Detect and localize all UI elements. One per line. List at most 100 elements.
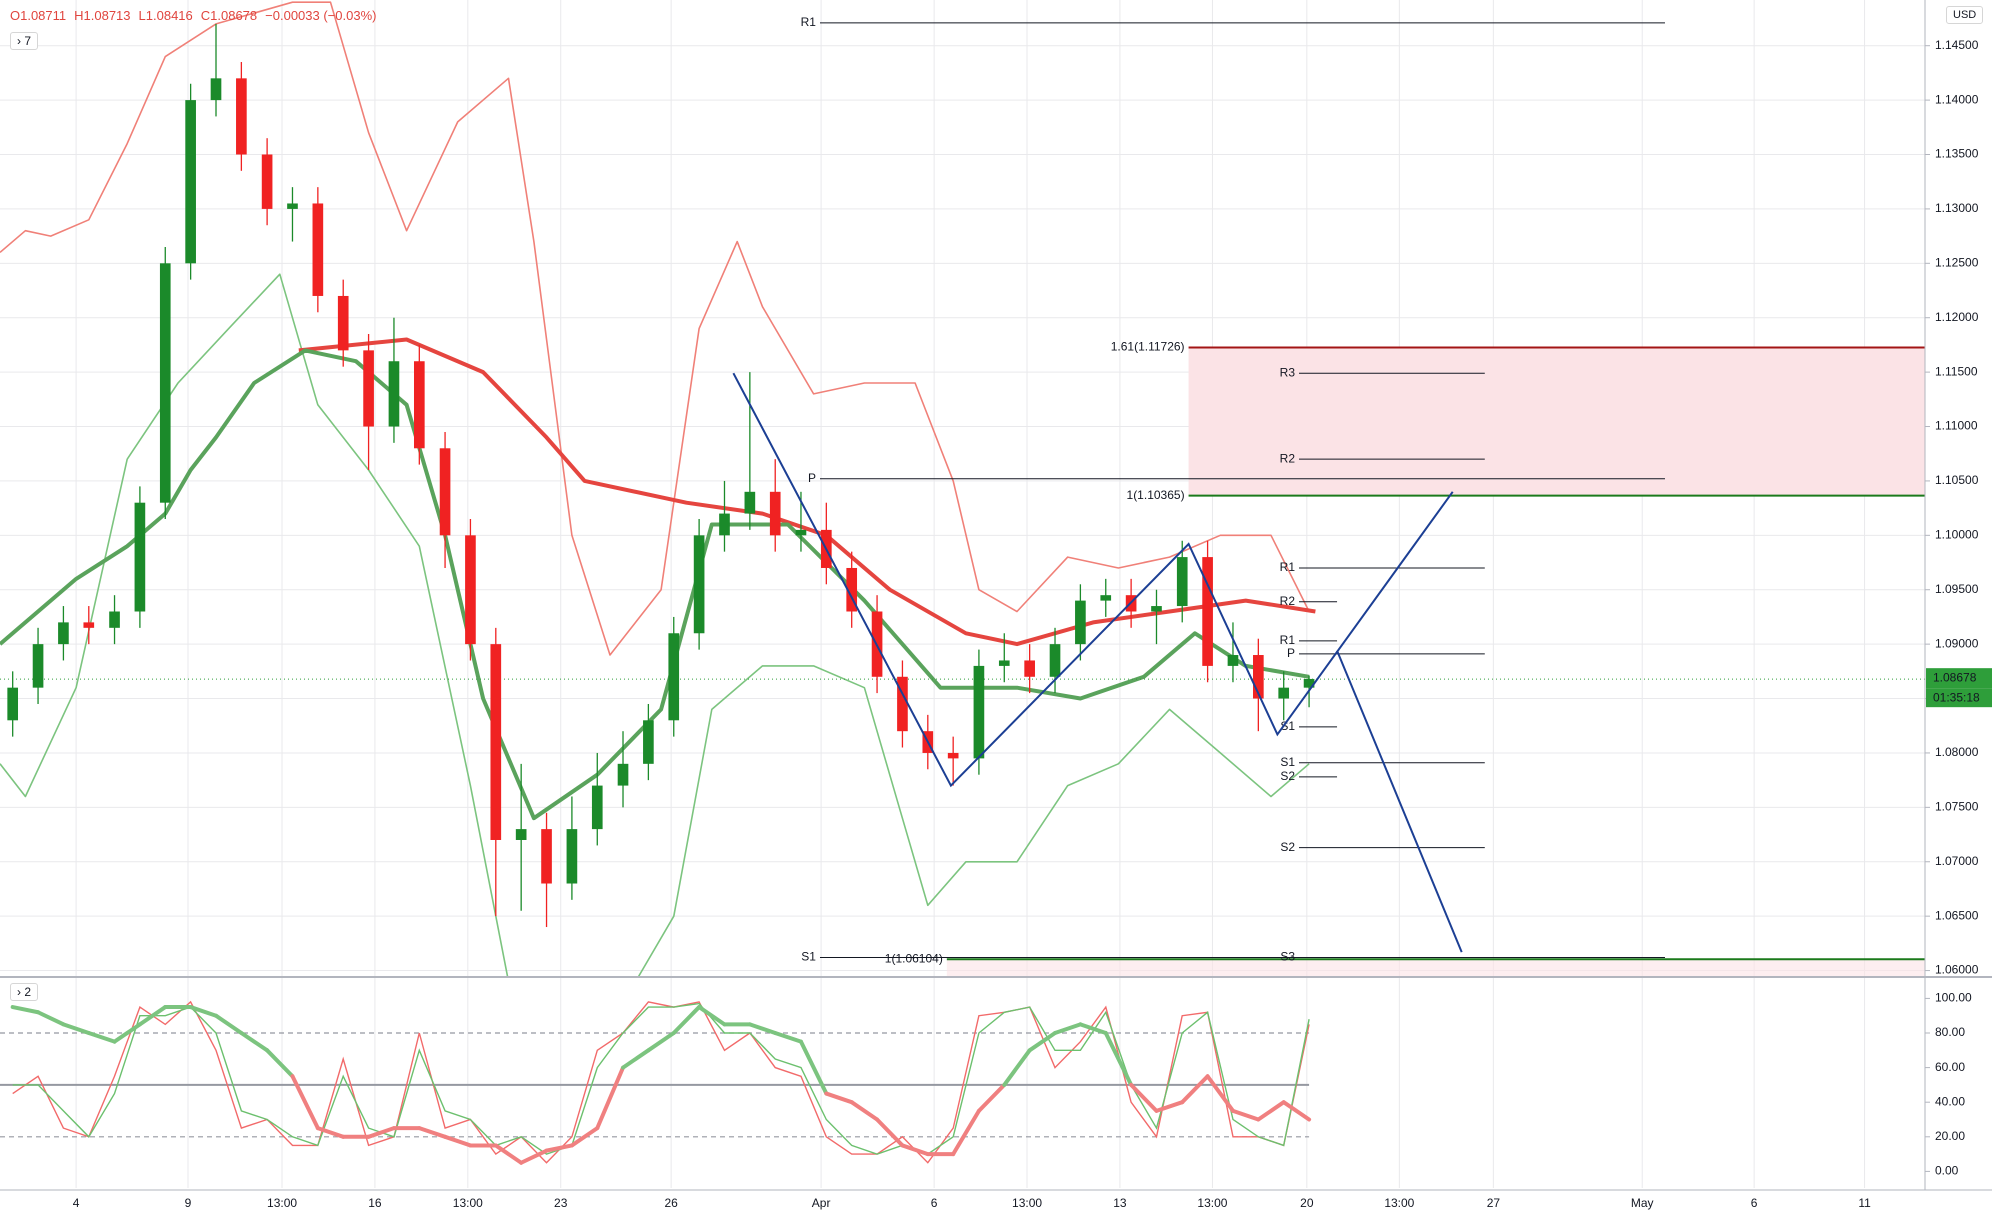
close-value: C1.08678 (200, 8, 258, 23)
candle-body (134, 502, 146, 612)
oscillator-segment (1103, 1031, 1134, 1087)
x-tick-label: 16 (368, 1196, 382, 1210)
pivot-label: S2 (1280, 769, 1295, 783)
oscillator-segment (951, 1108, 981, 1157)
fib-zone (1188, 347, 1925, 496)
x-tick-label: 27 (1487, 1196, 1501, 1210)
pane-count: 2 (24, 985, 32, 999)
candle-body (846, 567, 858, 612)
countdown-tag (1926, 688, 1992, 708)
oscillator-segment (239, 1031, 270, 1053)
candle-body (1100, 595, 1112, 601)
pivot-label: S3 (1280, 950, 1295, 964)
x-tick-label: 23 (554, 1196, 568, 1210)
candle-body (1202, 557, 1213, 666)
candle-body (1075, 600, 1086, 645)
x-tick-label: 20 (1300, 1196, 1314, 1210)
candle-body (159, 263, 171, 503)
oscillator-segment (366, 1126, 396, 1139)
oscillator-segment (1154, 1100, 1185, 1113)
candle-body (1227, 655, 1239, 666)
y-tick-label: 1.12500 (1935, 255, 1979, 269)
y-tick-label: 1.06000 (1935, 963, 1979, 977)
oscillator-segment (824, 1091, 854, 1105)
oscillator-segment (112, 1022, 142, 1044)
candle-body (58, 622, 69, 645)
currency-button[interactable]: USD (1946, 6, 1984, 24)
fib-label: 1.61(1.11726) (1111, 340, 1185, 354)
y-tick-label: 1.11500 (1935, 364, 1978, 378)
x-tick-label: 13:00 (1012, 1196, 1042, 1210)
oscillator-segment (493, 1143, 524, 1165)
pivot-label: R1 (1280, 560, 1296, 574)
oscillator-segment (569, 1126, 600, 1148)
oscillator-segment (1002, 1048, 1032, 1087)
y-tick-label: 1.13500 (1935, 147, 1979, 161)
x-tick-label: 26 (664, 1196, 678, 1210)
oscillator-segment (1053, 1022, 1083, 1036)
y-tick-label: 0.00 (1935, 1164, 1959, 1178)
candle-body (185, 100, 196, 264)
pivot-label: R3 (1280, 365, 1296, 379)
candle-body (465, 535, 476, 645)
x-tick-label: Apr (812, 1196, 831, 1210)
pivot-label: R1 (801, 15, 817, 29)
oscillator-segment (10, 1005, 41, 1015)
candle-body (591, 785, 603, 830)
candle-body (312, 203, 324, 296)
pivot-label: S1 (1280, 719, 1295, 733)
y-tick-label: 80.00 (1935, 1025, 1965, 1039)
price-pane: 1.61(1.11726)1(1.10365)1(1.06104)R1PS1R3… (0, 0, 1925, 976)
oscillator-segment (747, 1022, 778, 1036)
x-tick-label: 13:00 (453, 1196, 483, 1210)
y-tick-label: 1.09500 (1935, 582, 1979, 596)
candle-body (973, 665, 985, 759)
candle-body (617, 763, 629, 786)
oscillator-segment (671, 1005, 702, 1036)
oscillator-segment (773, 1031, 803, 1044)
candle-body (287, 203, 298, 209)
oscillator-segment (1205, 1074, 1235, 1113)
pane-toggle[interactable]: › 7 (10, 32, 39, 50)
pane-toggle[interactable]: › 2 (10, 983, 39, 1001)
x-tick-label: 13:00 (267, 1196, 297, 1210)
oscillator-segment (900, 1143, 930, 1157)
oscillator-segment (1180, 1074, 1210, 1105)
oscillator-segment (976, 1082, 1007, 1113)
candle-body (541, 829, 552, 884)
candle-body (947, 752, 959, 759)
oscillator-segment (417, 1126, 448, 1139)
ohlc-legend: O1.08711 H1.08713 L1.08416 C1.08678 −0.0… (10, 8, 376, 23)
y-tick-label: 1.06500 (1935, 908, 1979, 922)
y-tick-label: 1.11000 (1935, 419, 1978, 433)
y-tick-label: 1.13000 (1935, 201, 1979, 215)
y-tick-label: 1.08000 (1935, 745, 1979, 759)
candle-body (261, 154, 273, 209)
pivot-label: R2 (1280, 594, 1296, 608)
candle-body (744, 491, 756, 514)
oscillator-segment (595, 1065, 626, 1131)
y-tick-label: 1.12000 (1935, 310, 1979, 324)
x-tick-label: 6 (931, 1196, 938, 1210)
oscillator-segment (544, 1143, 574, 1153)
high-value: H1.08713 (74, 8, 131, 23)
pattern-line (732, 372, 1454, 788)
pivot-label: P (808, 471, 816, 485)
oscillator-segment (443, 1134, 473, 1148)
x-tick-label: 13:00 (1197, 1196, 1227, 1210)
oscillator-segment (798, 1039, 829, 1096)
x-tick-label: 13:00 (1384, 1196, 1414, 1210)
pattern-line (1336, 650, 1463, 953)
candle-body (1253, 655, 1264, 699)
y-tick-label: 1.14000 (1935, 92, 1979, 106)
x-tick-label: 9 (185, 1196, 192, 1210)
candle-body (515, 829, 527, 840)
y-tick-label: 60.00 (1935, 1060, 1965, 1074)
oscillator-segment (1129, 1082, 1159, 1113)
pivot-label: P (1287, 646, 1295, 660)
candle-body (998, 660, 1010, 666)
oscillator-segment (315, 1126, 346, 1139)
